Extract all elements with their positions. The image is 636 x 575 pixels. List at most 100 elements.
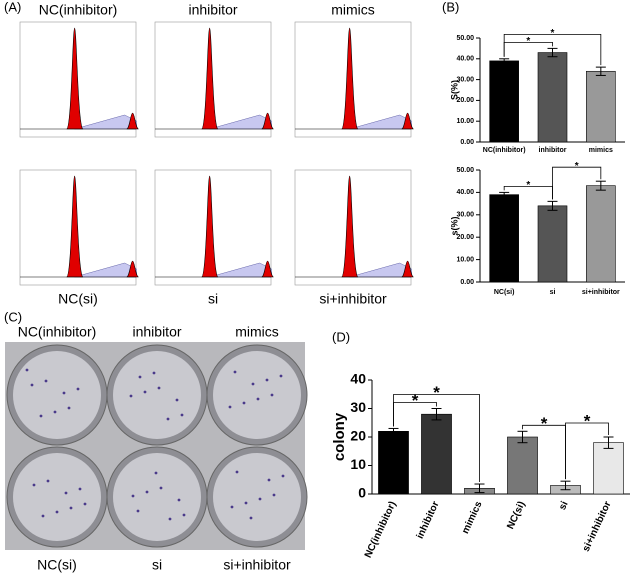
histogram-peak (126, 112, 139, 130)
y-tick-label: 0.00 (460, 139, 474, 146)
y-tick-label: 10 (350, 456, 366, 472)
colony-dot (131, 494, 135, 498)
y-tick-label: 0 (358, 485, 366, 501)
sig-label: * (526, 180, 530, 191)
colony-dot (256, 397, 260, 401)
colony-dot (242, 401, 246, 405)
y-tick-label: 30.00 (456, 212, 474, 219)
error-bar (474, 483, 485, 494)
bar (421, 413, 452, 495)
y-tick-label: 20.00 (456, 234, 474, 241)
histogram-peak (341, 175, 359, 278)
x-tick-label: mimics (589, 147, 613, 154)
colony-dot (67, 406, 71, 410)
bar (586, 70, 616, 143)
colony-dot (166, 417, 170, 421)
colony-dot (230, 505, 234, 509)
colony-dot (157, 386, 161, 390)
plate-label: si+inhibitor (223, 557, 291, 573)
plate-label: inhibitor (132, 324, 181, 340)
error-bar (517, 430, 528, 444)
histogram-peak (401, 112, 414, 130)
panel-label: (B) (442, 0, 459, 14)
error-bar (547, 200, 558, 211)
sig-bracket (552, 166, 602, 200)
colony-dot (78, 487, 82, 491)
y-tick-label: 30 (350, 399, 366, 415)
histogram-peak (341, 27, 359, 130)
y-tick-label: 30.00 (456, 76, 474, 83)
colony-dot (143, 390, 147, 394)
error-bar (595, 180, 606, 191)
y-tick-label: 0.00 (460, 279, 474, 286)
x-tick-label: si (550, 289, 556, 296)
error-bar (499, 58, 510, 64)
colony-dot (53, 410, 57, 414)
y-tick-label: 10.00 (456, 256, 474, 263)
y-tick-label: 40.00 (456, 56, 474, 63)
plate (113, 453, 201, 541)
histogram-peak (66, 175, 84, 278)
y-axis-label: s(%) (449, 216, 459, 235)
colony-dot (228, 405, 232, 409)
histogram-peak (201, 27, 219, 130)
bar (537, 205, 568, 283)
bar (507, 436, 538, 495)
y-tick-label: 40 (350, 371, 366, 387)
panel-label: (D) (332, 329, 350, 344)
flow-label: NC(inhibitor) (39, 2, 118, 18)
histogram-peak (261, 112, 274, 130)
colony-dot (159, 486, 163, 490)
colony-dot (244, 501, 248, 505)
sig-label: * (551, 28, 555, 39)
plate-label: si (152, 557, 162, 573)
colony-dot (129, 394, 133, 398)
histogram-peak (66, 27, 84, 130)
colony-dot (39, 414, 43, 418)
colony-dot (64, 491, 68, 495)
error-bar (547, 47, 558, 58)
colony-dot (32, 483, 36, 487)
histogram-peak (401, 260, 414, 278)
flow-label: mimics (331, 2, 375, 18)
histogram-peak (126, 260, 139, 278)
colony-dot (251, 382, 255, 386)
colony-dot (62, 391, 66, 395)
plate (13, 453, 101, 541)
y-tick-label: 40.00 (456, 189, 474, 196)
colony-dot (69, 506, 73, 510)
plate (213, 453, 301, 541)
colony-dot (145, 490, 149, 494)
colony-dot (154, 471, 158, 475)
y-tick-label: 10.00 (456, 118, 474, 125)
colony-dot (233, 370, 237, 374)
colony-dot (168, 517, 172, 521)
plate (213, 351, 301, 439)
sig-label: * (575, 161, 579, 172)
panel-label: (A) (4, 0, 21, 14)
flow-label: si (208, 291, 218, 307)
error-bar (603, 436, 614, 449)
y-axis-label: S(%) (449, 80, 459, 100)
bar (537, 52, 568, 143)
sig-bracket (503, 34, 602, 66)
sig-label: * (433, 383, 440, 402)
y-tick-label: 20.00 (456, 97, 474, 104)
y-tick-label: 20 (350, 428, 366, 444)
flow-label: NC(si) (58, 291, 98, 307)
colony-dot (83, 502, 87, 506)
error-bar (560, 480, 571, 491)
bar (489, 60, 519, 143)
plate-label: mimics (235, 324, 279, 340)
colony-dot (270, 393, 274, 397)
error-bar (431, 408, 442, 421)
error-bar (388, 427, 399, 435)
flow-label: si+inhibitor (319, 291, 387, 307)
bar (586, 185, 616, 283)
x-tick-label: NC(inhibitor) (483, 147, 526, 154)
colony-dot (235, 470, 239, 474)
plate (113, 351, 201, 439)
colony-dot (180, 413, 184, 417)
plate (13, 351, 101, 439)
sig-label: * (584, 411, 591, 430)
